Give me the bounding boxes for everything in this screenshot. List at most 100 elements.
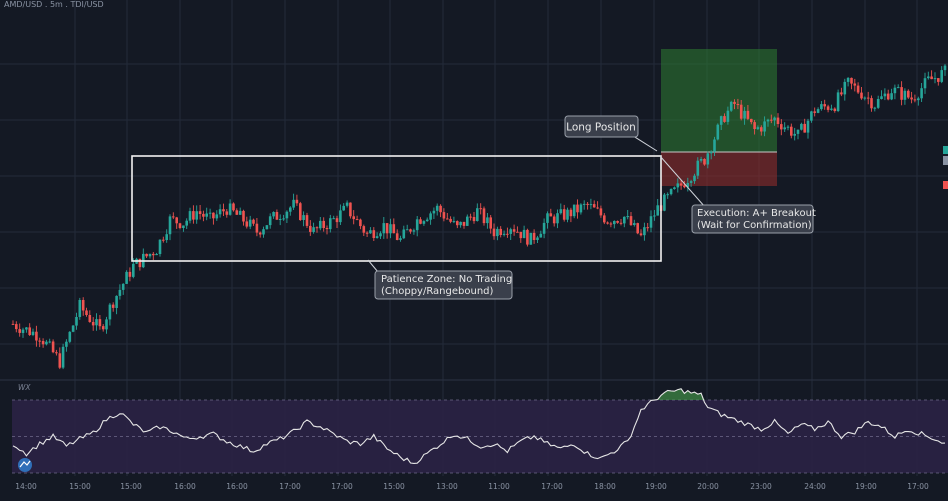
candle-body — [25, 327, 28, 330]
candle-body — [435, 205, 439, 211]
candle-body — [456, 221, 459, 226]
candle-body — [579, 204, 583, 213]
indicator-overbought-fill — [657, 388, 705, 400]
candle-body — [502, 233, 506, 235]
patience-callout[interactable]: Patience Zone: No Trading (Choppy/Rangeb… — [374, 270, 513, 300]
candle-body — [38, 340, 41, 342]
candle-body — [222, 209, 225, 212]
candle-body — [750, 118, 753, 123]
x-tick-label: 19:00 — [645, 482, 667, 491]
indicator-line[interactable] — [12, 388, 946, 464]
candle-body — [920, 88, 923, 99]
candle-body — [268, 216, 272, 226]
candle-body — [128, 271, 132, 277]
candle-body — [115, 295, 118, 308]
patience-zone-box — [131, 155, 662, 262]
candle-body — [883, 93, 887, 97]
candle-body — [202, 213, 205, 217]
candle-body — [198, 211, 202, 214]
candle-body — [121, 283, 125, 290]
x-tick-label: 20:00 — [697, 482, 719, 491]
candle-body — [339, 210, 342, 223]
candle-body — [739, 104, 743, 119]
candle-body — [900, 87, 903, 100]
candle-body — [108, 304, 112, 320]
execution-callout[interactable]: Execution: A+ Breakout (Wait for Confirm… — [691, 204, 816, 234]
candle-body — [686, 183, 690, 188]
candle-body — [275, 212, 279, 220]
candle-body — [823, 104, 826, 107]
x-tick-label: 23:00 — [750, 482, 772, 491]
candle-body — [375, 236, 379, 238]
x-tick-label: 15:00 — [383, 482, 405, 491]
candle-body — [155, 254, 158, 256]
x-tick-label: 18:00 — [594, 482, 616, 491]
candle-body — [733, 101, 736, 104]
candle-body — [335, 218, 339, 223]
candle-body — [399, 238, 402, 240]
x-tick-label: 17:00 — [331, 482, 353, 491]
candle-body — [903, 90, 907, 100]
candle-body — [596, 207, 599, 209]
candle-body — [713, 139, 716, 152]
candle-body — [549, 213, 553, 217]
candle-body — [208, 212, 212, 214]
candle-body — [746, 110, 750, 119]
candle-body — [85, 310, 88, 315]
candle-body — [633, 223, 636, 225]
candle-body — [776, 117, 780, 124]
candle-body — [793, 133, 796, 136]
candle-body — [649, 216, 653, 228]
candle-body — [599, 208, 603, 216]
candle-body — [312, 227, 315, 232]
candle-body — [192, 211, 195, 220]
candle-body — [402, 229, 406, 239]
x-tick-label: 19:00 — [855, 482, 877, 491]
candle-body — [51, 341, 55, 353]
candle-body — [763, 121, 766, 132]
candle-body — [272, 212, 275, 217]
candle-body — [890, 93, 893, 100]
patience-box — [374, 270, 513, 300]
stop-loss-zone — [661, 152, 777, 186]
candle-body — [302, 215, 305, 220]
candle-body — [526, 229, 529, 245]
candle-body — [840, 92, 843, 95]
candle-body — [643, 227, 646, 236]
candle-body — [319, 220, 322, 229]
candle-body — [853, 83, 857, 86]
candle-body — [111, 304, 115, 308]
x-tick-label: 14:00 — [15, 482, 37, 491]
candle-body — [175, 217, 178, 224]
x-tick-label: 17:00 — [541, 482, 563, 491]
candle-body — [653, 215, 656, 217]
candle-body — [322, 220, 325, 228]
candle-body — [760, 127, 763, 132]
candlestick-series[interactable] — [11, 64, 947, 370]
x-tick-label: 16:00 — [226, 482, 248, 491]
candle-body — [379, 233, 382, 237]
candle-body — [419, 219, 422, 224]
candle-body — [937, 78, 940, 82]
candle-body — [382, 223, 386, 234]
candle-body — [790, 126, 793, 136]
candle-body — [803, 123, 806, 133]
candle-body — [392, 224, 396, 234]
candle-body — [245, 221, 249, 227]
candle-body — [205, 213, 208, 217]
long-position-callout[interactable]: Long Position — [564, 115, 639, 138]
tv-logo-icon — [18, 458, 32, 472]
candle-body — [28, 327, 31, 335]
candle-body — [636, 223, 639, 234]
candle-body — [546, 213, 549, 223]
candle-body — [369, 230, 372, 234]
candle-body — [18, 329, 21, 333]
candle-body — [15, 324, 18, 330]
candle-body — [616, 221, 619, 223]
candle-body — [235, 210, 239, 215]
patience-leader — [367, 259, 379, 273]
candle-body — [933, 78, 937, 80]
candle-body — [258, 232, 262, 235]
